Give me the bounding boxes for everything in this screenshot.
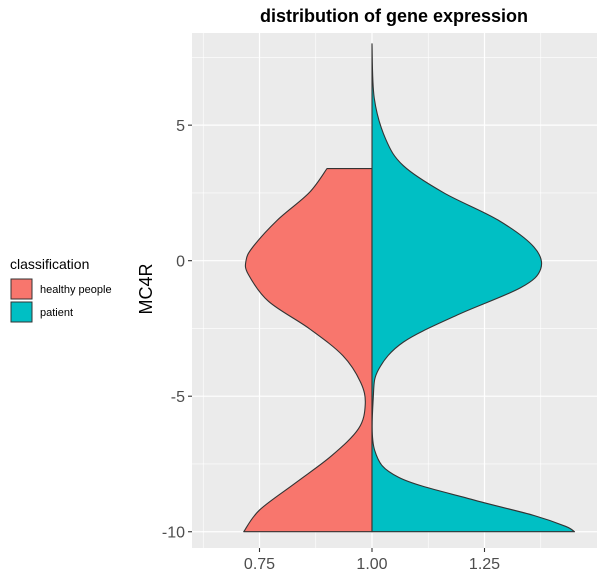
x-tick-label: 1.25 (469, 556, 500, 573)
violin-half-patient (371, 43, 576, 533)
legend-key-healthy-people (10, 278, 33, 300)
axes: 0.75 1.00 1.25 5 0 -5 -10 (162, 118, 500, 573)
legend: classification healthy people patient (10, 256, 112, 323)
violin-shapes (243, 43, 576, 533)
x-tick-label: 1.00 (356, 556, 387, 573)
y-axis-title: MC4R (136, 263, 156, 314)
chart-title: distribution of gene expression (260, 6, 528, 26)
y-tick-label: 0 (176, 254, 185, 271)
violin-half-healthy-people (243, 167, 373, 533)
legend-label: healthy people (40, 284, 112, 296)
y-tick-label: -10 (162, 525, 185, 542)
legend-title: classification (10, 256, 89, 272)
y-tick-label: 5 (176, 118, 185, 135)
y-tick-label: -5 (171, 389, 185, 406)
legend-label: patient (40, 307, 73, 319)
x-tick-label: 0.75 (244, 556, 275, 573)
legend-key-patient (10, 301, 33, 323)
